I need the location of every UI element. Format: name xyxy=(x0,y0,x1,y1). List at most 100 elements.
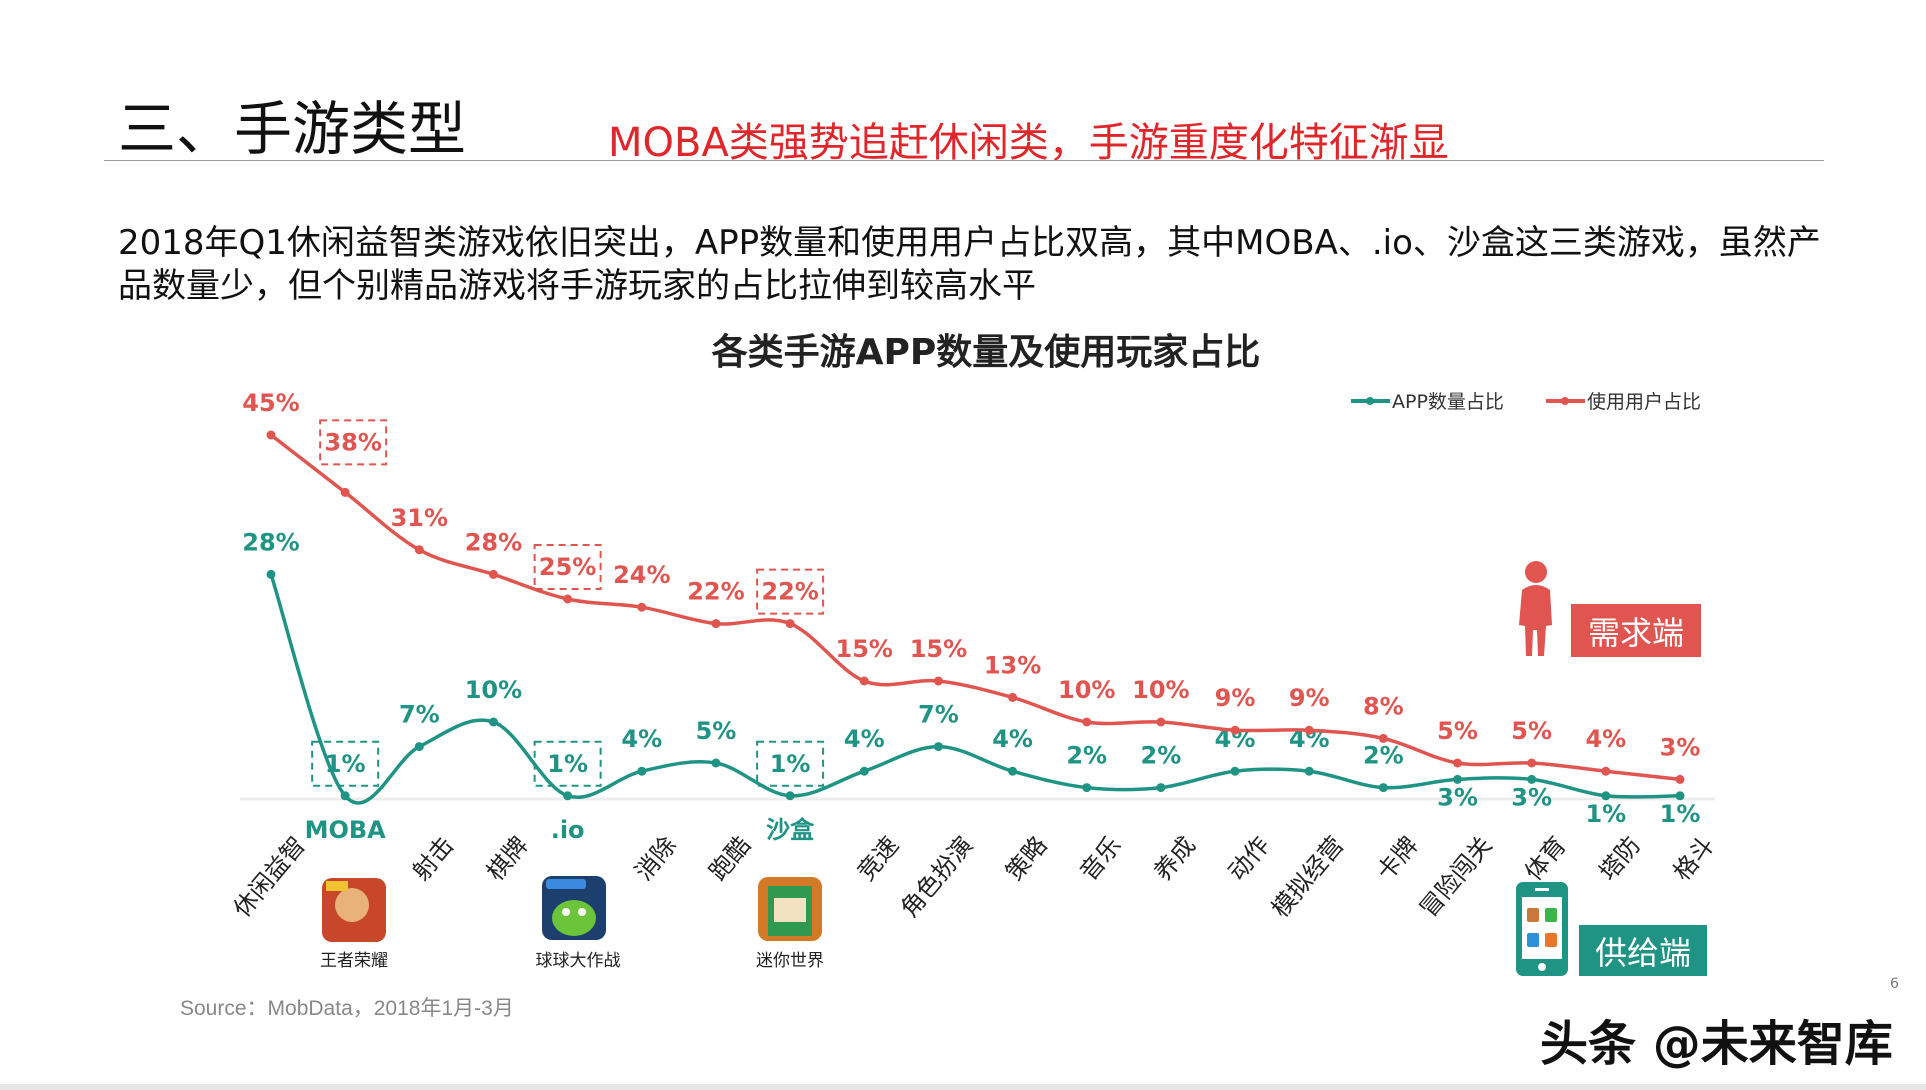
category-label: 音乐 xyxy=(1075,831,1127,886)
data-label: 8% xyxy=(1363,692,1404,720)
data-point xyxy=(1304,725,1314,735)
data-label: 45% xyxy=(242,389,299,417)
category-label: 冒险闯关 xyxy=(1414,831,1497,923)
app-icon-qiuqiu xyxy=(542,876,606,940)
app-icon-wangzhe xyxy=(322,878,386,942)
data-point xyxy=(414,742,424,752)
data-point xyxy=(1082,717,1092,727)
data-point xyxy=(637,766,647,776)
data-point xyxy=(859,766,869,776)
category-label: 射击 xyxy=(407,831,459,886)
data-point xyxy=(1527,758,1537,768)
bottom-bar xyxy=(0,1084,1926,1090)
category-label: 养成 xyxy=(1149,831,1201,886)
data-label: 2% xyxy=(1363,742,1404,770)
category-label: 消除 xyxy=(630,831,682,886)
data-label: 1% xyxy=(1585,800,1626,828)
data-label: 10% xyxy=(465,676,522,704)
page-subtitle: MOBA类强势追赶休闲类，手游重度化特征渐显 xyxy=(608,120,1449,166)
data-label: 13% xyxy=(984,651,1041,679)
data-point xyxy=(1230,725,1240,735)
data-point xyxy=(1230,766,1240,776)
category-label: 角色扮演 xyxy=(895,831,978,923)
watermark: 头条 @未来智库 xyxy=(1540,1016,1893,1072)
data-label: 9% xyxy=(1215,684,1256,712)
data-label: 1% xyxy=(1660,800,1701,828)
data-point xyxy=(1156,717,1166,727)
category-label: 格斗 xyxy=(1668,831,1720,886)
data-point xyxy=(1453,758,1463,768)
data-label: 31% xyxy=(391,504,448,532)
data-label: 25% xyxy=(539,553,596,581)
category-label: 动作 xyxy=(1223,831,1275,886)
app-name-qiuqiu: 球球大作战 xyxy=(535,951,621,971)
data-label: 10% xyxy=(1132,676,1189,704)
demand-side-tag: 需求端 xyxy=(1571,604,1701,657)
category-label: 休闲益智 xyxy=(228,831,311,923)
data-label: 4% xyxy=(844,725,885,753)
data-label: 3% xyxy=(1437,783,1478,811)
data-label: 7% xyxy=(399,701,440,729)
data-label: 2% xyxy=(1066,742,1107,770)
data-label: 5% xyxy=(1437,717,1478,745)
data-point xyxy=(1675,774,1685,784)
data-label: 3% xyxy=(1511,783,1552,811)
legend-item-app: APP数量占比 xyxy=(1351,391,1504,413)
data-point xyxy=(266,430,276,440)
data-point xyxy=(488,717,498,727)
data-point xyxy=(1156,783,1166,793)
category-label: 策略 xyxy=(1000,831,1052,886)
data-point xyxy=(711,619,721,629)
data-label: 1% xyxy=(547,750,588,778)
source-note: Source：MobData，2018年1月-3月 xyxy=(180,997,514,1020)
highlight-box xyxy=(756,740,825,787)
data-label: 10% xyxy=(1058,676,1115,704)
data-point xyxy=(414,545,424,555)
category-label: 跑酷 xyxy=(704,831,756,886)
legend-label-users: 使用用户占比 xyxy=(1587,391,1701,413)
data-label: 7% xyxy=(918,701,959,729)
data-point xyxy=(933,676,943,686)
data-label: 4% xyxy=(992,725,1033,753)
data-point xyxy=(563,594,573,604)
category-label: 体育 xyxy=(1519,831,1571,886)
series-line-0 xyxy=(269,573,1681,805)
app-icon-mini-world xyxy=(758,877,822,941)
highlight-box xyxy=(319,419,388,466)
data-label: 1% xyxy=(325,750,366,778)
data-label: 22% xyxy=(687,578,744,606)
data-label: 28% xyxy=(465,528,522,556)
highlight-box xyxy=(756,568,825,615)
data-label: 28% xyxy=(242,528,299,556)
data-point xyxy=(1378,733,1388,743)
title-divider xyxy=(104,160,1824,161)
supply-side-tag: 供给端 xyxy=(1579,925,1707,976)
data-point xyxy=(1304,766,1314,776)
data-point xyxy=(859,676,869,686)
chart-title: 各类手游APP数量及使用玩家占比 xyxy=(712,332,1261,373)
data-point xyxy=(933,742,943,752)
data-point xyxy=(340,791,350,801)
category-label: 棋牌 xyxy=(481,831,533,886)
page-title: 三、手游类型 xyxy=(118,95,467,163)
data-point xyxy=(1008,766,1018,776)
data-label: 4% xyxy=(1585,725,1626,753)
category-label: 模拟经营 xyxy=(1266,831,1349,923)
category-label: MOBA xyxy=(305,816,387,844)
data-label: 4% xyxy=(621,725,662,753)
legend: APP数量占比 使用用户占比 xyxy=(1351,391,1701,413)
data-label: 15% xyxy=(836,635,893,663)
data-label: 1% xyxy=(770,750,811,778)
data-label: 9% xyxy=(1289,684,1330,712)
data-label: 22% xyxy=(761,578,818,606)
category-label: 竞速 xyxy=(852,831,904,886)
data-point xyxy=(1527,774,1537,784)
legend-label-app: APP数量占比 xyxy=(1392,391,1504,413)
data-point xyxy=(1082,783,1092,793)
app-name-wangzhe: 王者荣耀 xyxy=(320,951,388,971)
data-label: 5% xyxy=(1511,717,1552,745)
app-name-mini-world: 迷你世界 xyxy=(756,951,824,971)
category-label: 塔防 xyxy=(1594,831,1646,886)
highlight-box xyxy=(533,740,602,787)
